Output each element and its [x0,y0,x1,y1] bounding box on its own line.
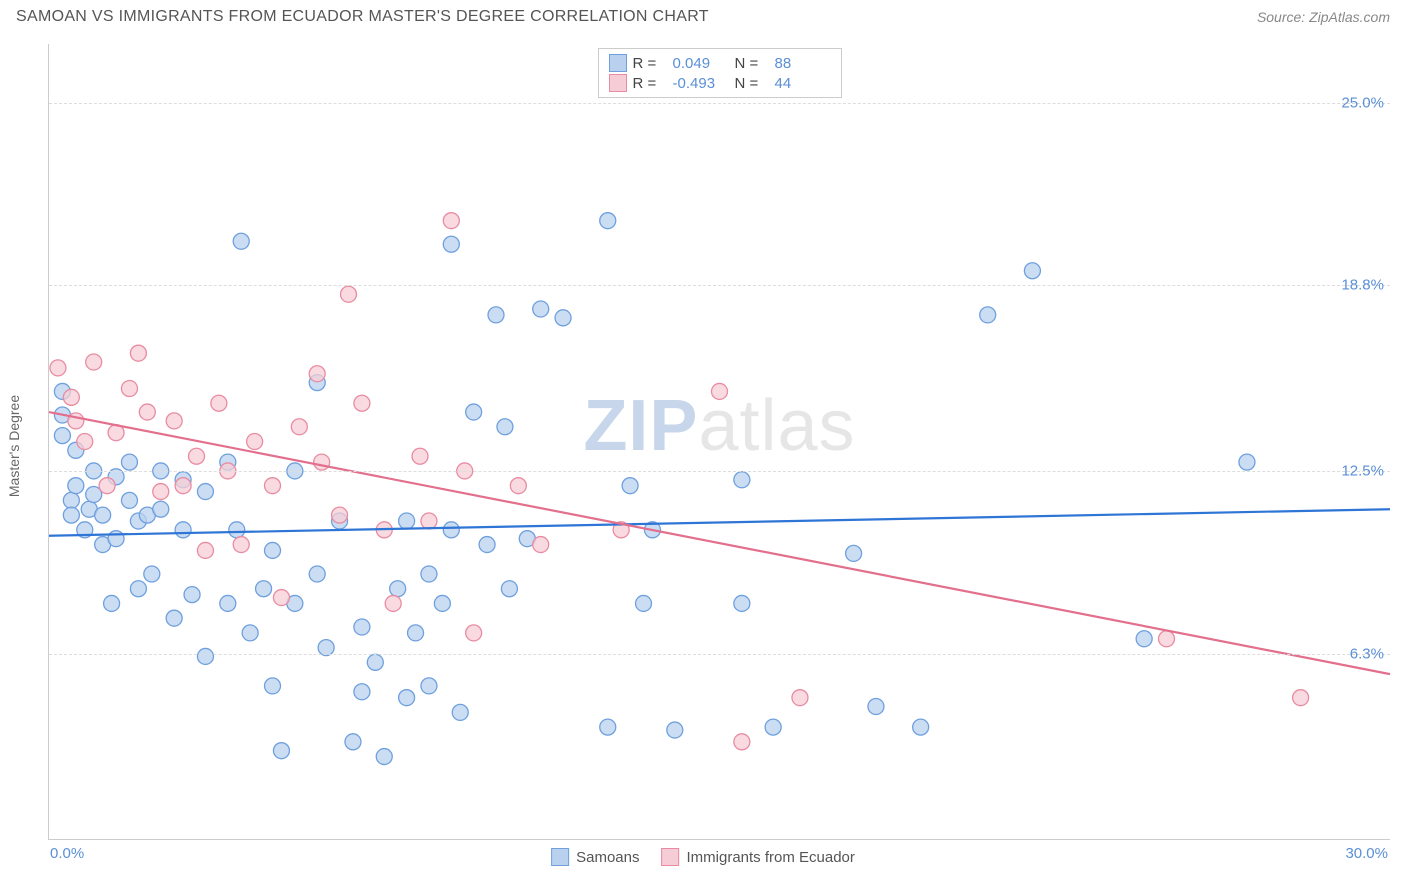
r-label: R = [633,55,667,72]
y-tick-label: 25.0% [1341,94,1384,111]
n-label: N = [735,75,769,92]
source-label: Source: ZipAtlas.com [1257,9,1390,25]
legend-row-series-2: R = -0.493 N = 44 [609,73,831,93]
y-tick-label: 6.3% [1350,645,1384,662]
legend-label-1: Samoans [576,849,639,866]
legend-row-series-1: R = 0.049 N = 88 [609,53,831,73]
y-axis-title: Master's Degree [6,395,22,497]
swatch-series-1 [609,54,627,72]
n-label: N = [735,55,769,72]
r-value-1: 0.049 [673,55,729,72]
swatch-icon [551,848,569,866]
r-value-2: -0.493 [673,75,729,92]
chart-area: ZIPatlas R = 0.049 N = 88 R = -0.493 N =… [48,44,1390,840]
swatch-icon [661,848,679,866]
n-value-2: 44 [775,75,831,92]
legend-label-2: Immigrants from Ecuador [686,849,854,866]
x-tick-max: 30.0% [1345,845,1388,862]
correlation-legend: R = 0.049 N = 88 R = -0.493 N = 44 [598,48,842,98]
series-legend: Samoans Immigrants from Ecuador [551,848,855,866]
scatter-plot [49,44,1390,839]
r-label: R = [633,75,667,92]
y-tick-label: 12.5% [1341,462,1384,479]
chart-title: SAMOAN VS IMMIGRANTS FROM ECUADOR MASTER… [16,8,709,26]
x-tick-min: 0.0% [50,845,84,862]
n-value-1: 88 [775,55,831,72]
legend-item-1: Samoans [551,848,639,866]
legend-item-2: Immigrants from Ecuador [661,848,854,866]
y-tick-label: 18.8% [1341,277,1384,294]
swatch-series-2 [609,74,627,92]
